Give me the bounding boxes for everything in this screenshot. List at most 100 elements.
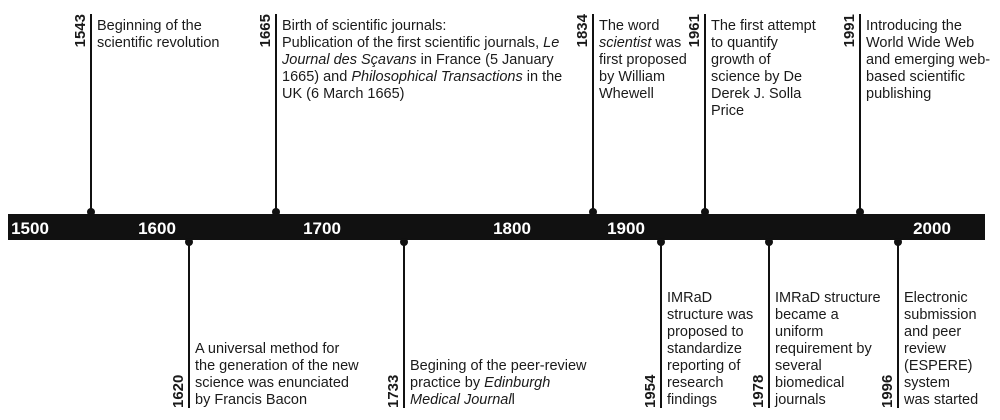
text-run: IMRaD [667, 290, 712, 306]
event-dot [657, 238, 665, 246]
text-run: was started [903, 392, 978, 408]
text-run: Whewell [599, 86, 654, 102]
text-run: The first attempt [711, 18, 816, 34]
event-dot [765, 238, 773, 246]
event-year: 1996 [879, 375, 896, 408]
event-description: standardize [667, 341, 742, 357]
text-run: in the [523, 69, 563, 85]
event-description: Price [711, 103, 744, 119]
event-description: Journal des Sçavans in France (5 January [281, 52, 554, 68]
century-label: 1600 [138, 219, 176, 238]
text-run: reporting of [667, 358, 741, 374]
century-label: 1700 [303, 219, 341, 238]
text-run: submission [904, 307, 977, 323]
text-run: Introducing the [866, 18, 962, 34]
event-description: and peer [904, 324, 961, 340]
text-run: Edinburgh [484, 375, 550, 391]
text-run: Publication of the first scientific jour… [282, 35, 543, 51]
event-description: Derek J. Solla [711, 86, 802, 102]
text-run: uniform [775, 324, 823, 340]
century-label: 1900 [607, 219, 645, 238]
text-run: first proposed [599, 52, 687, 68]
event: 1665 Birth of scientific journals:Publica… [257, 14, 562, 216]
text-run: 1665) and [282, 69, 351, 85]
event-year: 1978 [750, 375, 767, 408]
event-year: 1543 [72, 14, 89, 47]
text-run: Le [543, 35, 559, 51]
event-description: Begining of the peer-review [410, 358, 587, 374]
text-run: review [904, 341, 946, 357]
event-year: 1961 [686, 14, 703, 47]
event-description: first proposed [599, 52, 687, 68]
text-run: Philosophical Transactions [351, 69, 522, 85]
text-run: World Wide Web [866, 35, 974, 51]
event-description: Birth of scientific journals: [282, 18, 446, 34]
century-label: 1500 [11, 219, 49, 238]
text-run: Price [711, 103, 744, 119]
text-run: (ESPERE) [904, 358, 973, 374]
event-description: Beginning of the [97, 18, 202, 34]
text-run: UK (6 March 1665) [282, 86, 405, 102]
text-run: system [904, 375, 950, 391]
event-description: science was enunciated [195, 375, 349, 391]
event-description: Publication of the first scientific jour… [282, 35, 559, 51]
text-run: by Francis Bacon [195, 392, 307, 408]
event-description: and emerging web- [866, 52, 990, 68]
text-run: Electronic [904, 290, 968, 306]
text-run: Birth of scientific journals: [282, 18, 446, 34]
event-description: findings [667, 392, 717, 408]
event-dot [589, 208, 597, 216]
text-run: structure was [667, 307, 753, 323]
event-description: IMRaD structure [775, 290, 881, 306]
century-label: 2000 [913, 219, 951, 238]
event-description: became a [775, 307, 840, 323]
event-description: growth of [711, 52, 772, 68]
event-description: based scientific [866, 69, 965, 85]
text-run: Medical Journal [410, 392, 512, 408]
event-year: 1665 [257, 14, 274, 47]
event-description: Electronic [904, 290, 968, 306]
event-description: Introducing the [866, 18, 962, 34]
event-description: journals [774, 392, 826, 408]
event-year: 1834 [574, 13, 591, 47]
text-run: science by De [711, 69, 802, 85]
event-description: reporting of [667, 358, 741, 374]
event-dot [87, 208, 95, 216]
event-description: structure was [667, 307, 753, 323]
event-description: (ESPERE) [904, 358, 973, 374]
text-run: scientific revolution [97, 35, 220, 51]
event-description: to quantify [711, 35, 779, 51]
text-run: Beginning of the [97, 18, 202, 34]
text-run: the generation of the new [195, 358, 359, 374]
text-run: science was enunciated [195, 375, 349, 391]
event-description: was started [903, 392, 978, 408]
text-run: The word [599, 18, 659, 34]
event-description: Medical Journall [410, 392, 515, 408]
text-run: in France (5 January [417, 52, 555, 68]
event-description: submission [904, 307, 977, 323]
event-description: The word [599, 18, 659, 34]
event-description: scientist was [599, 35, 681, 51]
text-run: IMRaD structure [775, 290, 881, 306]
text-run: l [512, 392, 515, 408]
event-description: review [904, 341, 946, 357]
text-run: and emerging web- [866, 52, 990, 68]
event-description: UK (6 March 1665) [282, 86, 405, 102]
event-description: research [667, 375, 723, 391]
text-run: became a [775, 307, 840, 323]
text-run: findings [667, 392, 717, 408]
text-run: publishing [866, 86, 931, 102]
text-run: proposed to [667, 324, 744, 340]
event-description: scientific revolution [97, 35, 220, 51]
text-run: scientist [599, 35, 652, 51]
timeline-bar [8, 214, 985, 240]
event-dot [185, 238, 193, 246]
event-dot [856, 208, 864, 216]
